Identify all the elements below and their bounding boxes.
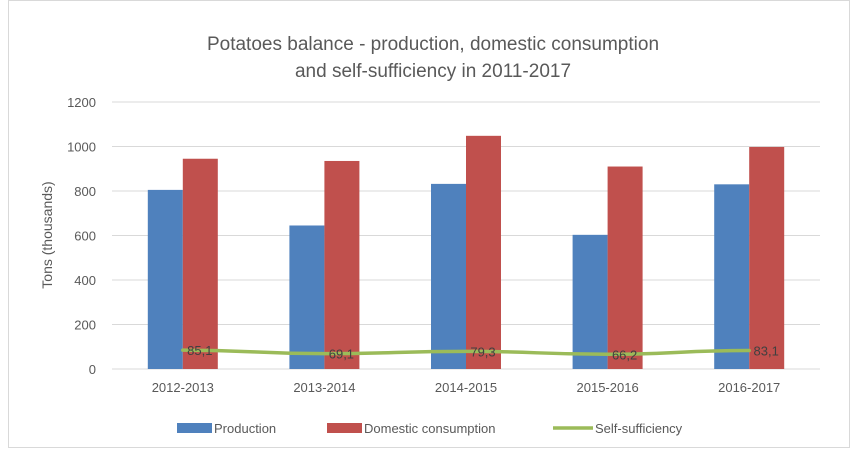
y-tick-label: 1000 <box>67 140 96 155</box>
x-tick-label: 2012-2013 <box>152 380 214 395</box>
x-tick-label: 2015-2016 <box>577 380 639 395</box>
consumption-bar <box>466 135 501 369</box>
y-tick-labels: 0 200 400 600 800 1000 1200 <box>67 95 96 377</box>
production-bar <box>572 234 608 369</box>
x-tick-label: 2013-2014 <box>293 380 355 395</box>
data-label: 79,3 <box>470 344 495 359</box>
chart-title-line-2: and self-sufficiency in 2011-2017 <box>295 61 571 82</box>
y-axis-label: Tons (thousands) <box>39 181 55 288</box>
data-label: 85,1 <box>187 343 212 358</box>
y-tick-label: 600 <box>74 229 96 244</box>
y-tick-label: 400 <box>74 273 96 288</box>
production-bar <box>431 183 466 369</box>
self-sufficiency-line-path <box>181 348 751 357</box>
legend-swatch <box>327 423 362 433</box>
data-label: 66,2 <box>612 347 637 362</box>
y-tick-label: 800 <box>74 184 96 199</box>
legend: Production Domestic consumption Self-suffi… <box>177 421 683 436</box>
y-tick-label: 0 <box>89 362 96 377</box>
y-tick-label: 1200 <box>67 95 96 110</box>
consumption-bar <box>324 160 360 369</box>
consumption-bar <box>607 166 643 369</box>
legend-swatch <box>177 423 212 433</box>
chart-title-line-1: Potatoes balance - production, domestic … <box>207 34 659 55</box>
data-label: 83,1 <box>754 344 779 359</box>
legend-label: Self-sufficiency <box>595 421 683 436</box>
legend-label: Domestic consumption <box>364 421 496 436</box>
x-tick-label: 2014-2015 <box>435 380 497 395</box>
production-bar <box>714 184 750 369</box>
production-bar <box>289 225 325 369</box>
production-bar <box>147 189 183 369</box>
y-tick-label: 200 <box>74 318 96 333</box>
self-sufficiency-line: 85,1 69,1 79,3 66,2 83,1 <box>181 343 779 362</box>
data-label: 69,1 <box>329 347 354 362</box>
x-tick-labels: 2012-2013 2013-2014 2014-2015 2015-2016 2016… <box>152 380 781 395</box>
consumption-bar <box>182 158 218 369</box>
x-tick-label: 2016-2017 <box>718 380 780 395</box>
bars <box>147 135 785 369</box>
consumption-bar <box>749 146 785 369</box>
legend-label: Production <box>214 421 276 436</box>
